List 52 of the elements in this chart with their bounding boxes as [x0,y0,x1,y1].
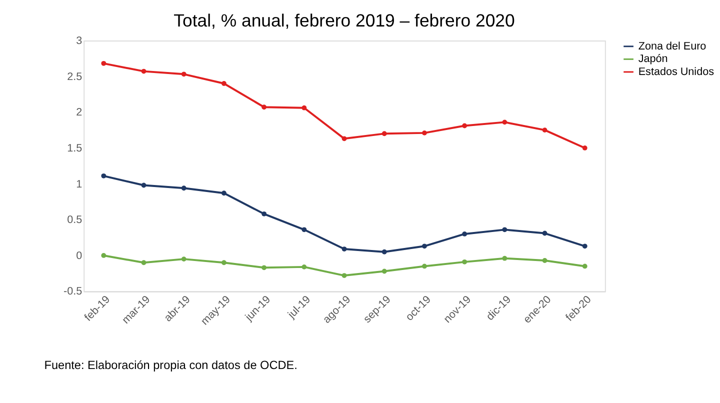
legend-label: Japón [638,53,668,66]
point [342,136,347,142]
y-tick-label: 2.5 [67,70,82,83]
point [181,256,186,262]
point [141,182,146,188]
point [181,72,186,77]
point [422,130,427,136]
point [502,256,508,261]
y-tick-label: -0.5 [64,286,82,298]
point [181,186,186,191]
point [582,264,588,269]
y-tick-label: 1.5 [67,142,82,154]
source-note: Fuente: Elaboración propia con datos de OCDE. [44,358,298,372]
point [262,211,267,216]
chart-title: Total, % anual, febrero 2019 – febrero 2020 [174,10,516,31]
y-tick-label: 1 [76,178,82,190]
point [382,131,387,136]
point [302,227,307,232]
point [542,230,548,236]
point [582,244,588,249]
point [342,246,347,252]
point [462,259,468,264]
point [141,68,146,74]
point [262,104,267,110]
point [462,232,468,236]
point [222,81,226,86]
y-tick-label: 2 [76,106,82,119]
legend-label: Zona del Euro [638,40,706,52]
point [302,264,307,270]
point [262,265,267,270]
y-tick-label: 0.5 [67,214,82,226]
point [222,190,226,196]
point [382,268,387,274]
point [582,146,588,150]
point [222,260,226,266]
point [382,249,387,254]
point [542,128,548,133]
point [101,60,106,66]
point [101,253,106,258]
legend-label: Estados Unidos [638,66,715,78]
point [141,260,146,266]
point [101,173,106,178]
point [502,227,508,232]
point [342,273,347,278]
point [422,264,427,269]
point [542,258,548,263]
y-tick-label: 0 [76,250,82,262]
point [422,244,427,249]
point [502,120,508,125]
point [302,105,307,110]
y-tick-label: 3 [76,34,82,47]
point [462,123,468,128]
